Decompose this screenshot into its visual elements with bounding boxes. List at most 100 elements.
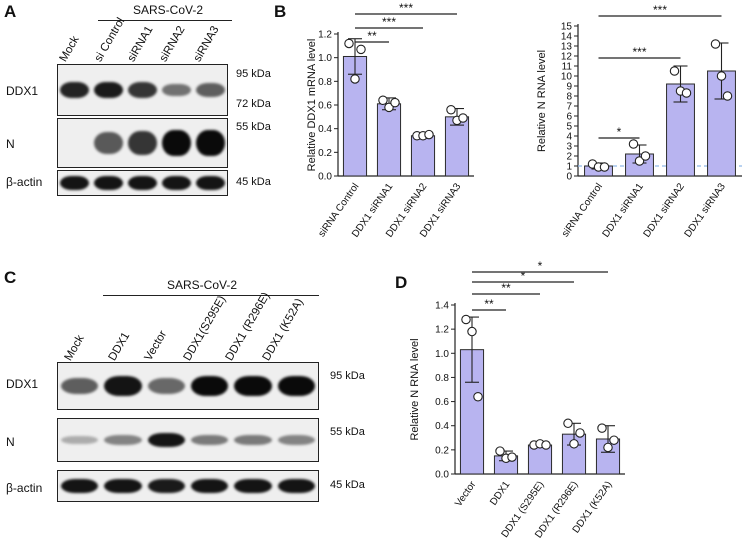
category-label: siRNA Control [560, 181, 605, 239]
blot-band [94, 81, 124, 99]
blot-band [277, 434, 315, 446]
bar [410, 135, 436, 177]
data-point [390, 97, 400, 108]
blot-band [191, 434, 229, 446]
blot-a-row-label-n: N [6, 137, 15, 151]
bar [376, 103, 402, 177]
y-tick-label: 1.2 [318, 30, 332, 41]
category-label: DDX1 siRNA1 [601, 181, 647, 240]
data-point [541, 440, 551, 450]
blot-a-header-line [98, 20, 232, 21]
blot-c-header-line [103, 295, 319, 296]
blot-c-marker: 95 kDa [330, 370, 365, 382]
blot-band [191, 478, 229, 494]
y-tick-label: 0.2 [318, 148, 332, 159]
data-point [495, 446, 505, 456]
blot-band [147, 432, 185, 448]
category-label: DDX1 siRNA3 [683, 181, 729, 240]
y-tick-label: 8 [566, 92, 572, 103]
panel-letter-a: A [4, 2, 17, 21]
blot-band [104, 434, 142, 446]
category-label: DDX1 [488, 479, 513, 508]
blot-band [234, 478, 272, 494]
blot-band [127, 131, 158, 155]
y-tick-label: 1.0 [318, 53, 332, 64]
y-tick-label: 0.2 [435, 445, 449, 456]
blot-a-marker: 72 kDa [236, 98, 271, 110]
blot-a-ddx1-strip [57, 64, 228, 116]
blot-a-actin-strip [57, 170, 228, 196]
y-tick-label: 0.8 [435, 373, 449, 384]
blot-a-marker: 95 kDa [236, 68, 271, 80]
y-tick-label: 0.4 [318, 124, 332, 135]
blot-band [104, 375, 142, 397]
y-axis-label: Relative N RNA level [409, 338, 421, 440]
blot-band [147, 378, 185, 394]
blot-a-row-label-actin: β-actin [6, 175, 43, 189]
blot-a-n-strip [57, 118, 228, 168]
y-tick-label: 1.0 [435, 349, 449, 360]
data-point [640, 151, 651, 161]
y-tick-label: 13 [561, 42, 573, 53]
y-tick-label: 0.8 [318, 77, 332, 88]
y-tick-label: 0.4 [435, 421, 449, 432]
blot-c-row-label-actin: β-actin [6, 481, 43, 495]
blot-c-actin-strip [57, 470, 319, 502]
data-point [634, 156, 645, 166]
data-point [458, 113, 468, 123]
data-point [669, 66, 680, 76]
blot-band [61, 435, 99, 445]
blot-c-ddx1-strip [57, 362, 319, 410]
y-tick-label: 9 [566, 82, 572, 93]
category-label: DDX1 siRNA2 [642, 181, 688, 240]
significance-label: ** [501, 281, 511, 295]
data-point [461, 314, 471, 325]
data-point [710, 39, 721, 49]
blot-band [61, 478, 99, 494]
y-tick-label: 1 [566, 162, 572, 173]
blot-band [94, 175, 124, 191]
blot-band [94, 132, 124, 154]
blot-c-marker: 45 kDa [330, 479, 365, 491]
y-tick-label: 4 [566, 132, 572, 143]
y-tick-label: 3 [566, 142, 572, 153]
significance-label: ** [367, 29, 377, 43]
blot-band [60, 175, 90, 191]
y-tick-label: 14 [561, 32, 573, 43]
y-tick-label: 6 [566, 112, 572, 123]
blot-a-marker: 55 kDa [236, 121, 271, 133]
data-point [628, 139, 639, 149]
significance-label: * [617, 125, 622, 139]
y-tick-label: 7 [566, 102, 572, 113]
blot-band [234, 375, 272, 397]
significance-label: * [521, 269, 526, 283]
blot-c-marker: 55 kDa [330, 426, 365, 438]
blot-band [104, 478, 142, 494]
blot-a-header: SARS-CoV-2 [133, 3, 204, 17]
significance-label: * [538, 259, 543, 273]
data-point [344, 38, 354, 49]
data-point [609, 435, 619, 445]
blot-c-header: SARS-CoV-2 [167, 278, 238, 292]
data-point [569, 439, 579, 449]
panel-letter-d: D [395, 273, 408, 292]
y-tick-label: 1.2 [435, 325, 449, 336]
bar [444, 116, 470, 177]
y-tick-label: 11 [562, 62, 573, 73]
data-point [681, 88, 692, 98]
y-tick-label: 2 [566, 152, 572, 163]
blot-band [277, 375, 315, 397]
blot-band [195, 175, 225, 191]
data-point [356, 44, 366, 55]
panel-letter-c: C [4, 268, 17, 287]
blot-band [127, 175, 158, 191]
y-tick-label: 15 [561, 22, 573, 33]
data-point [473, 391, 483, 402]
y-tick-label: 0.6 [318, 101, 332, 112]
data-point [378, 95, 388, 106]
blot-band [195, 129, 225, 157]
significance-label: *** [399, 1, 413, 15]
blot-a-marker: 45 kDa [236, 176, 271, 188]
data-point [575, 428, 585, 438]
